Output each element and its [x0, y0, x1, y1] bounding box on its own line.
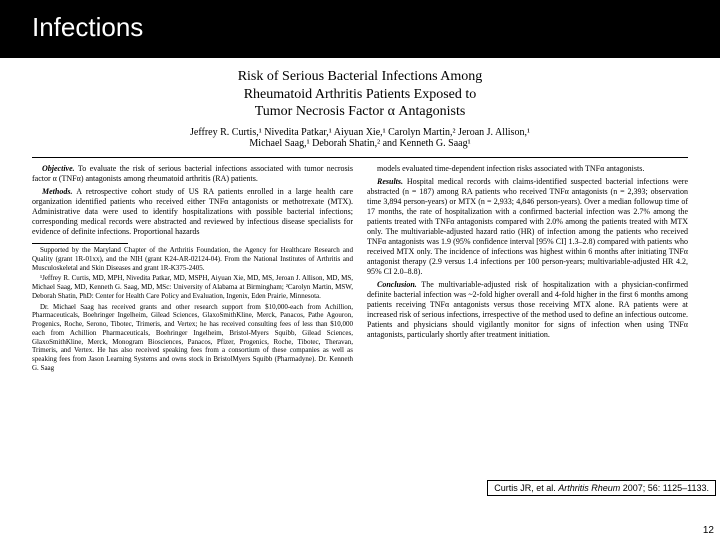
authors-line1: Jeffrey R. Curtis,¹ Nivedita Patkar,¹ Ai…: [190, 127, 530, 138]
footnote-1: Supported by the Maryland Chapter of the…: [32, 246, 353, 272]
title-bar: Infections: [0, 0, 720, 58]
results-paragraph: Results. Hospital medical records with c…: [367, 177, 688, 277]
paper-title-line1: Risk of Serious Bacterial Infections Amo…: [238, 69, 483, 84]
methods-lead: Methods.: [42, 187, 72, 196]
paper-authors: Jeffrey R. Curtis,¹ Nivedita Patkar,¹ Ai…: [152, 127, 568, 149]
footnotes: Supported by the Maryland Chapter of the…: [32, 246, 353, 373]
methods-text: A retrospective cohort study of US RA pa…: [32, 187, 353, 236]
results-lead: Results.: [377, 177, 403, 186]
footnote-rule: [32, 243, 128, 244]
authors-line2: Michael Saag,¹ Deborah Shatin,² and Kenn…: [249, 138, 470, 149]
citation-ref: 2007; 56: 1125–1133.: [623, 483, 709, 493]
two-column-body: Objective. To evaluate the risk of serio…: [32, 164, 688, 375]
slide: Infections Risk of Serious Bacterial Inf…: [0, 0, 720, 540]
models-paragraph: models evaluated time-dependent infectio…: [367, 164, 688, 174]
left-column: Objective. To evaluate the risk of serio…: [32, 164, 353, 375]
conclusion-paragraph: Conclusion. The multivariable-adjusted r…: [367, 280, 688, 340]
objective-lead: Objective.: [42, 164, 75, 173]
footnote-3: Dr. Michael Saag has received grants and…: [32, 303, 353, 373]
results-text: Hospital medical records with claims-ide…: [367, 177, 688, 276]
paper-article: Risk of Serious Bacterial Infections Amo…: [32, 64, 688, 534]
objective-text: To evaluate the risk of serious bacteria…: [32, 164, 353, 183]
hr-divider: [32, 157, 688, 158]
objective-paragraph: Objective. To evaluate the risk of serio…: [32, 164, 353, 184]
footnote-2: ¹Jeffrey R. Curtis, MD, MPH, Nivedita Pa…: [32, 274, 353, 300]
paper-title-line2: Rheumatoid Arthritis Patients Exposed to: [244, 87, 477, 102]
page-number: 12: [703, 525, 714, 536]
citation-journal: Arthritis Rheum: [558, 483, 623, 493]
paper-title-line3: Tumor Necrosis Factor α Antagonists: [255, 104, 466, 119]
methods-paragraph: Methods. A retrospective cohort study of…: [32, 187, 353, 237]
citation-author: Curtis JR, et al.: [494, 483, 558, 493]
conclusion-lead: Conclusion.: [377, 280, 417, 289]
slide-title: Infections: [32, 12, 143, 43]
right-column: models evaluated time-dependent infectio…: [367, 164, 688, 375]
paper-title: Risk of Serious Bacterial Infections Amo…: [152, 68, 568, 121]
citation-box: Curtis JR, et al. Arthritis Rheum 2007; …: [487, 480, 716, 496]
